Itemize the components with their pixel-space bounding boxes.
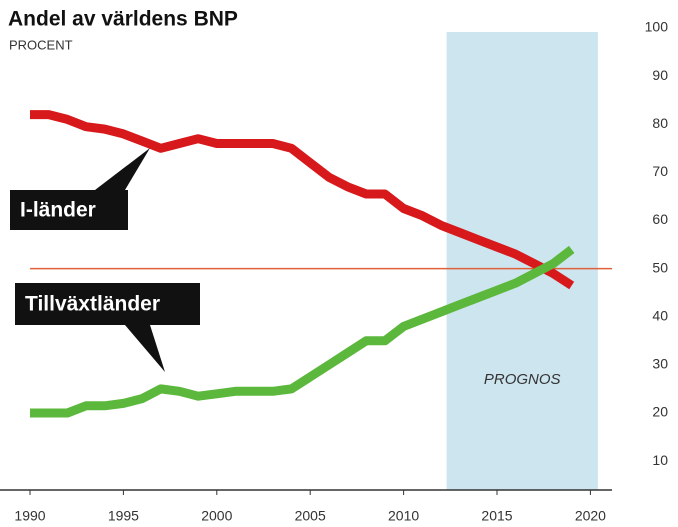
- x-tick-label: 2010: [388, 508, 419, 524]
- chart-title: Andel av världens BNP: [8, 8, 238, 31]
- series-line: [30, 110, 575, 290]
- x-tick-label: 1990: [14, 508, 45, 524]
- x-tick-label: 2015: [481, 508, 512, 524]
- y-tick-label: 60: [652, 211, 668, 227]
- callout-pointer: [95, 148, 150, 190]
- y-tick-label: 30: [652, 356, 668, 372]
- legend-box: [15, 283, 200, 325]
- y-tick-label: 10: [652, 452, 668, 468]
- legend-label: I-länder: [20, 199, 96, 222]
- y-tick-label: 40: [652, 307, 668, 323]
- x-tick-label: 1995: [108, 508, 139, 524]
- forecast-label: PROGNOS: [484, 371, 561, 388]
- callout-pointer: [125, 325, 165, 372]
- series-line: [30, 245, 575, 418]
- y-tick-label: 50: [652, 259, 668, 275]
- y-tick-label: 90: [652, 67, 668, 83]
- legend-label: Tillväxtländer: [25, 293, 160, 316]
- y-tick-label: 20: [652, 404, 668, 420]
- legend-box: [10, 190, 128, 230]
- y-tick-label: 70: [652, 163, 668, 179]
- x-tick-label: 2020: [575, 508, 606, 524]
- y-tick-label: 100: [645, 19, 669, 35]
- x-tick-label: 2005: [295, 508, 326, 524]
- x-tick-label: 2000: [201, 508, 232, 524]
- y-tick-label: 80: [652, 115, 668, 131]
- chart-subtitle: PROCENT: [9, 37, 73, 52]
